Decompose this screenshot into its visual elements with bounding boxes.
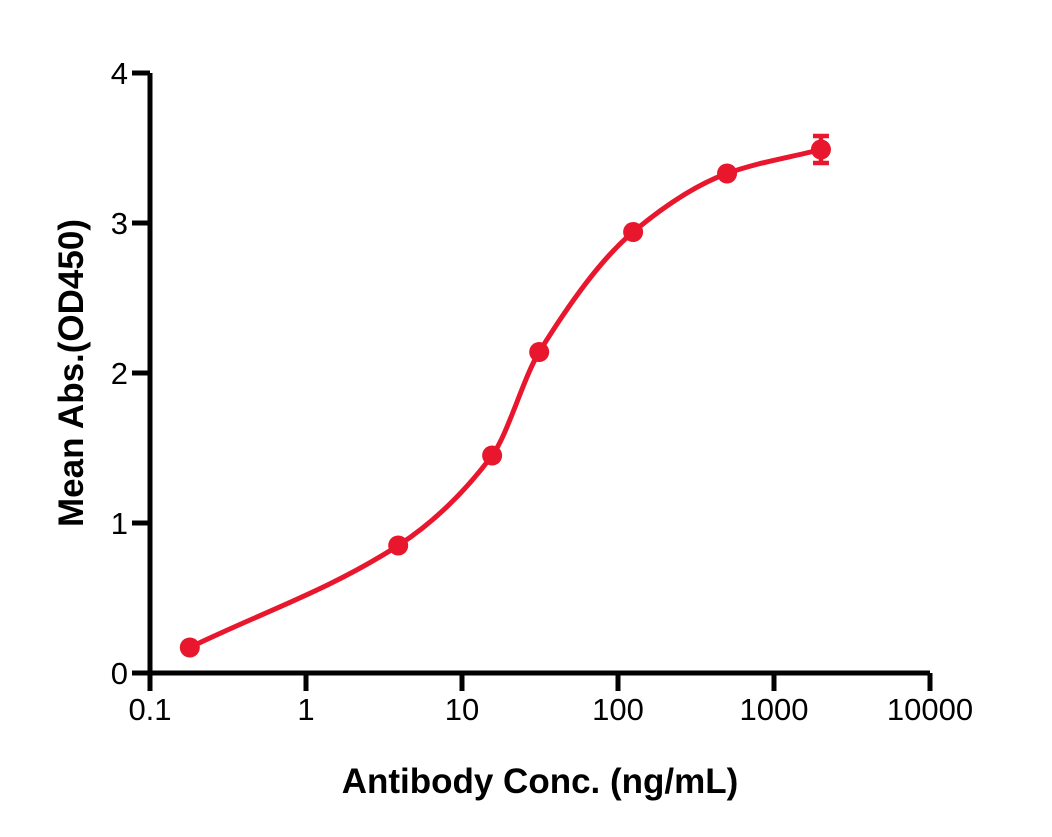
- x-tick-label: 1: [297, 692, 314, 727]
- x-axis-title: Antibody Conc. (ng/mL): [342, 762, 739, 801]
- data-point: [810, 139, 831, 160]
- y-axis-title: Mean Abs.(OD450): [52, 219, 91, 527]
- x-tick-label: 1000: [740, 692, 809, 727]
- y-tick-label: 0: [111, 656, 128, 691]
- y-tick-label: 4: [111, 56, 128, 91]
- data-point: [717, 163, 738, 184]
- series-layer: [179, 133, 831, 658]
- data-point: [623, 222, 644, 242]
- data-point: [179, 637, 200, 658]
- x-tick-label: 0.1: [128, 692, 171, 727]
- fit-curve: [188, 147, 822, 650]
- y-tick-label: 1: [111, 506, 128, 541]
- x-tick-label: 10000: [887, 692, 973, 727]
- y-tick-label: 2: [111, 356, 128, 391]
- x-tick-label: 10: [445, 692, 479, 727]
- data-point: [482, 445, 503, 466]
- x-tick-label: 100: [592, 692, 644, 727]
- y-tick-label: 3: [111, 206, 128, 241]
- data-point: [529, 342, 550, 362]
- axes-layer: 0 1 2 3 4 0.1 1 10 100 1000 10000: [111, 56, 973, 727]
- data-point: [388, 535, 409, 556]
